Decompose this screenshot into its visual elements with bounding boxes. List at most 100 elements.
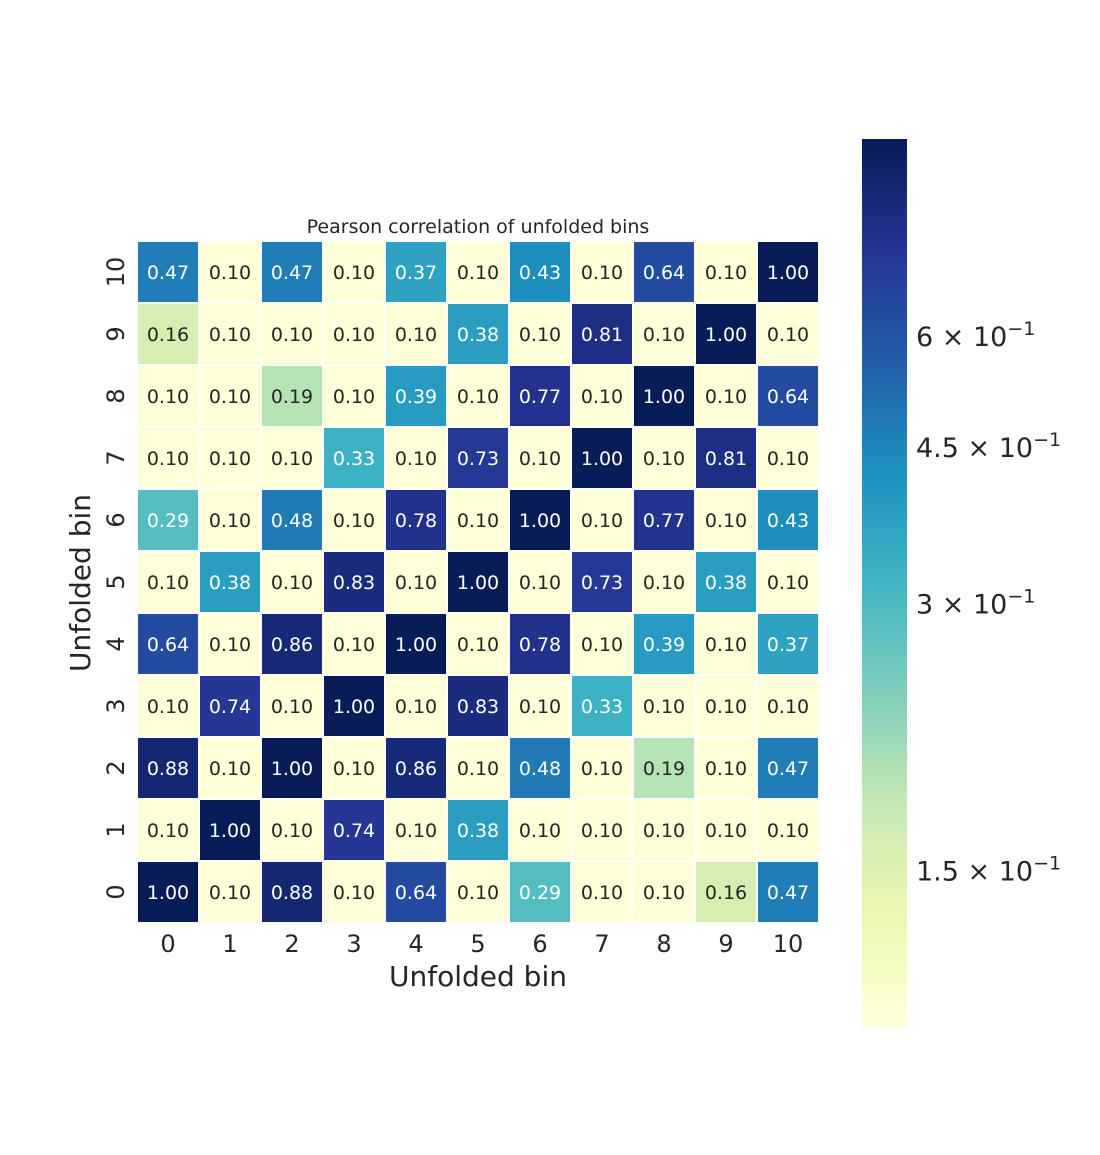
heatmap-cell [634, 242, 694, 302]
cell-value-label: 0.10 [705, 696, 747, 718]
cell-value-label: 0.10 [333, 882, 375, 904]
heatmap-cell [138, 552, 198, 612]
heatmap-cell [386, 862, 446, 922]
cell-value-label: 0.10 [643, 696, 685, 718]
heatmap-cell [448, 366, 508, 426]
heatmap-cell [200, 862, 260, 922]
cell-value-label: 0.10 [519, 696, 561, 718]
heatmap-cell [758, 738, 818, 798]
cell-value-label: 0.10 [209, 262, 251, 284]
cell-value-label: 0.47 [271, 262, 313, 284]
heatmap-cell [324, 490, 384, 550]
heatmap-cell [510, 490, 570, 550]
heatmap-cell [200, 800, 260, 860]
colorbar-tick-label: 3 × 10−1 [916, 585, 1035, 620]
cell-value-label: 0.10 [395, 820, 437, 842]
cell-value-label: 0.10 [705, 758, 747, 780]
heatmap-cell [696, 366, 756, 426]
cell-value-label: 0.86 [271, 634, 313, 656]
heatmap-cell [448, 242, 508, 302]
cell-value-label: 0.37 [767, 634, 809, 656]
cell-value-label: 0.10 [705, 262, 747, 284]
heatmap-cell [200, 614, 260, 674]
cell-value-label: 1.00 [457, 572, 499, 594]
cell-value-label: 0.10 [643, 572, 685, 594]
heatmap-cell [758, 676, 818, 736]
heatmap-cell [758, 242, 818, 302]
heatmap-cell [448, 800, 508, 860]
heatmap-cell [758, 366, 818, 426]
heatmap-cell [634, 676, 694, 736]
cell-value-label: 0.64 [643, 262, 685, 284]
heatmap-cell [634, 614, 694, 674]
cell-value-label: 0.10 [767, 324, 809, 346]
heatmap-cell [572, 862, 632, 922]
cell-value-label: 0.48 [271, 510, 313, 532]
heatmap-cell [386, 304, 446, 364]
heatmap-cell [200, 738, 260, 798]
heatmap-cell [200, 490, 260, 550]
cell-value-label: 0.86 [395, 758, 437, 780]
cell-value-label: 0.74 [333, 820, 375, 842]
x-axis-label: Unfolded bin [389, 960, 567, 993]
cell-value-label: 0.10 [271, 820, 313, 842]
colorbar [862, 139, 907, 1027]
cell-value-label: 0.38 [457, 324, 499, 346]
heatmap-cell [262, 862, 322, 922]
heatmap-cell [448, 614, 508, 674]
heatmap-cell [510, 428, 570, 488]
cell-value-label: 0.10 [767, 696, 809, 718]
cell-value-label: 0.10 [767, 572, 809, 594]
cell-value-label: 0.16 [705, 882, 747, 904]
heatmap-cell [386, 490, 446, 550]
y-tick-label: 8 [102, 388, 130, 403]
cell-value-label: 0.10 [457, 758, 499, 780]
cell-value-label: 0.10 [519, 572, 561, 594]
heatmap-cell [634, 304, 694, 364]
cell-value-label: 0.29 [519, 882, 561, 904]
cell-value-label: 0.43 [767, 510, 809, 532]
cell-value-label: 0.10 [147, 696, 189, 718]
cell-value-label: 0.10 [209, 448, 251, 470]
heatmap-cell [324, 428, 384, 488]
heatmap-cell [138, 366, 198, 426]
heatmap-cell [200, 428, 260, 488]
heatmap-cell [324, 242, 384, 302]
heatmap-cell [324, 676, 384, 736]
heatmap-cell [138, 738, 198, 798]
cell-value-label: 0.78 [395, 510, 437, 532]
heatmap-cell [200, 552, 260, 612]
heatmap-cell [386, 366, 446, 426]
y-tick-label: 6 [102, 512, 130, 527]
cell-value-label: 0.10 [395, 696, 437, 718]
cell-value-label: 1.00 [581, 448, 623, 470]
cell-value-label: 0.81 [581, 324, 623, 346]
cell-value-label: 0.10 [271, 696, 313, 718]
heatmap-cell [510, 738, 570, 798]
heatmap-cell [324, 738, 384, 798]
heatmap-cell [262, 428, 322, 488]
y-tick-label: 1 [102, 822, 130, 837]
heatmap-cell [696, 738, 756, 798]
cell-value-label: 1.00 [147, 882, 189, 904]
cell-value-label: 0.10 [705, 510, 747, 532]
heatmap-cell [572, 490, 632, 550]
cell-value-label: 0.73 [457, 448, 499, 470]
cell-value-label: 1.00 [705, 324, 747, 346]
cell-value-label: 0.10 [333, 324, 375, 346]
cell-value-label: 0.10 [643, 882, 685, 904]
cell-value-label: 1.00 [333, 696, 375, 718]
heatmap-cell [138, 242, 198, 302]
cell-value-label: 0.88 [271, 882, 313, 904]
heatmap-cell [138, 304, 198, 364]
cell-value-label: 0.10 [147, 820, 189, 842]
heatmap-cell [572, 242, 632, 302]
heatmap-cell [386, 614, 446, 674]
heatmap-cell [448, 428, 508, 488]
cell-value-label: 0.10 [395, 572, 437, 594]
heatmap-cell [634, 738, 694, 798]
cell-value-label: 0.81 [705, 448, 747, 470]
cell-value-label: 0.10 [581, 510, 623, 532]
heatmap-cell [696, 490, 756, 550]
